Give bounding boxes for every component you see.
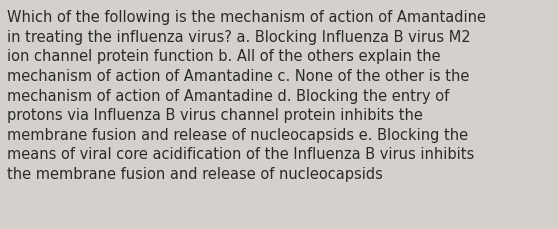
Text: Which of the following is the mechanism of action of Amantadine
in treating the : Which of the following is the mechanism … xyxy=(7,10,486,181)
